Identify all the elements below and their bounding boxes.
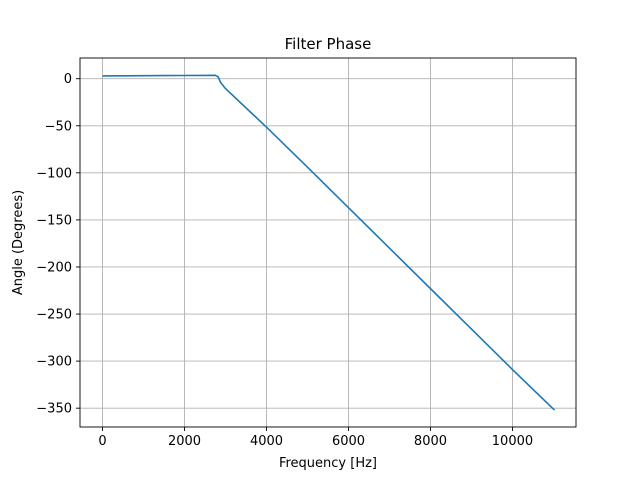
x-tick-label: 6000 [332, 434, 365, 449]
x-axis-label: Frequency [Hz] [279, 456, 377, 471]
y-tick-label: −200 [36, 260, 72, 275]
plot-frame [79, 57, 577, 428]
y-axis-label: Angle (Degrees) [11, 190, 26, 295]
x-tick-label: 2000 [168, 434, 201, 449]
phase-series-line [102, 74, 556, 411]
y-tick-label: 0 [64, 72, 72, 87]
x-tick-label: 4000 [250, 434, 283, 449]
y-tick-label: −300 [36, 355, 72, 370]
grid-layer [80, 58, 576, 427]
y-tick-label: −50 [45, 119, 72, 134]
y-tick-label: −100 [36, 166, 72, 181]
x-tick-label: 8000 [414, 434, 447, 449]
y-tick-label: −150 [36, 213, 72, 228]
series-layer [102, 74, 556, 411]
y-tick-label: −350 [36, 402, 72, 417]
x-tick-label: 10000 [492, 434, 533, 449]
x-tick-label: 0 [98, 434, 106, 449]
chart-title: Filter Phase [285, 35, 372, 53]
y-tick-label: −250 [36, 308, 72, 323]
tick-layer: 0 2000 4000 6000 8000 10000 0 −50 −100 −150 −200 −2… [36, 72, 533, 449]
